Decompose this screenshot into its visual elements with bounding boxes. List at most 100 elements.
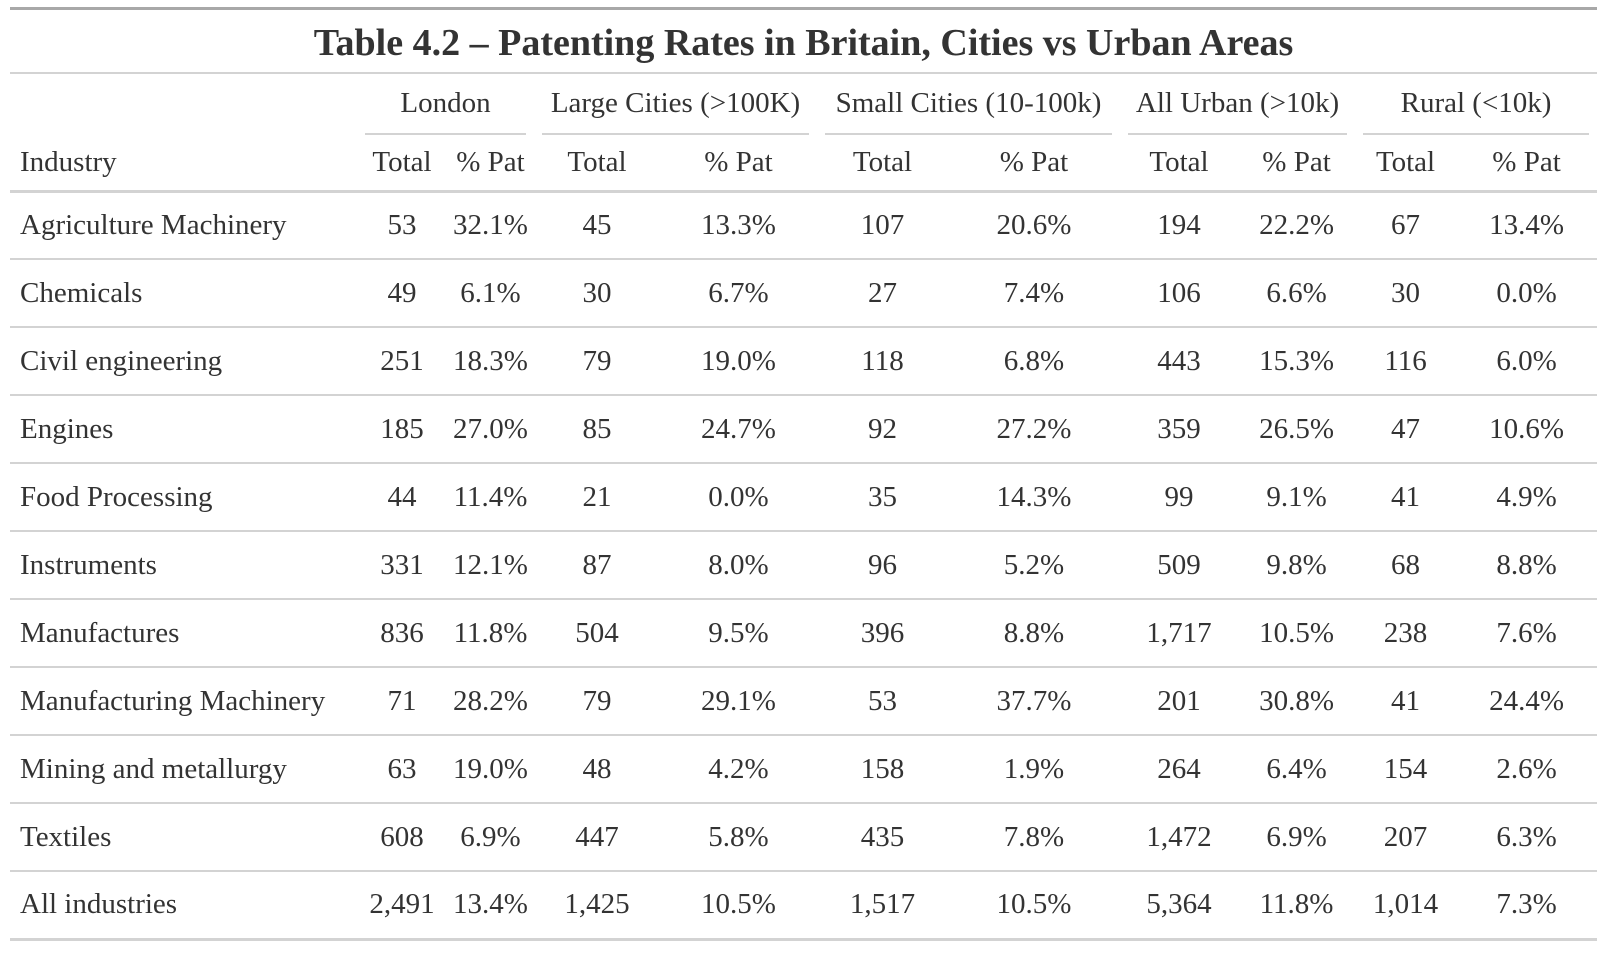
cell-pct-patented: 19.0% [447, 735, 534, 803]
cell-pct-patented: 2.6% [1456, 735, 1597, 803]
table-body: Agriculture Machinery5332.1%4513.3%10720… [10, 191, 1597, 939]
cell-total: 85 [534, 395, 660, 463]
cell-total: 504 [534, 599, 660, 667]
cell-total: 87 [534, 531, 660, 599]
cell-pct-patented: 9.1% [1238, 463, 1355, 531]
column-header-rural-total: Total [1355, 135, 1456, 191]
cell-total: 201 [1120, 667, 1238, 735]
spanner-empty [10, 75, 357, 135]
cell-total: 49 [357, 259, 447, 327]
table-row: Agriculture Machinery5332.1%4513.3%10720… [10, 191, 1597, 259]
spanner-label: Rural (<10k) [1401, 87, 1552, 119]
cell-total: 92 [817, 395, 948, 463]
cell-pct-patented: 11.8% [1238, 871, 1355, 939]
cell-pct-patented: 20.6% [948, 191, 1120, 259]
cell-pct-patented: 4.9% [1456, 463, 1597, 531]
cell-pct-patented: 6.9% [1238, 803, 1355, 871]
cell-pct-patented: 10.5% [660, 871, 817, 939]
cell-total: 30 [534, 259, 660, 327]
cell-total: 1,472 [1120, 803, 1238, 871]
cell-total: 53 [357, 191, 447, 259]
spanner-rule [1363, 133, 1589, 135]
spanner-label: Small Cities (10-100k) [836, 87, 1102, 119]
cell-total: 27 [817, 259, 948, 327]
cell-pct-patented: 32.1% [447, 191, 534, 259]
cell-pct-patented: 6.7% [660, 259, 817, 327]
column-header-london-pct: % Pat [447, 135, 534, 191]
cell-total: 47 [1355, 395, 1456, 463]
cell-total: 238 [1355, 599, 1456, 667]
table-row: Manufactures83611.8%5049.5%3968.8%1,7171… [10, 599, 1597, 667]
cell-pct-patented: 4.2% [660, 735, 817, 803]
cell-pct-patented: 10.6% [1456, 395, 1597, 463]
cell-pct-patented: 24.7% [660, 395, 817, 463]
column-header-small-total: Total [817, 135, 948, 191]
row-label: Mining and metallurgy [10, 735, 357, 803]
cell-total: 96 [817, 531, 948, 599]
cell-total: 5,364 [1120, 871, 1238, 939]
table-row: All industries2,49113.4%1,42510.5%1,5171… [10, 871, 1597, 939]
cell-total: 359 [1120, 395, 1238, 463]
spanner-rule [1128, 133, 1347, 135]
cell-pct-patented: 29.1% [660, 667, 817, 735]
cell-pct-patented: 10.5% [1238, 599, 1355, 667]
cell-total: 41 [1355, 667, 1456, 735]
cell-total: 443 [1120, 327, 1238, 395]
cell-pct-patented: 14.3% [948, 463, 1120, 531]
cell-total: 447 [534, 803, 660, 871]
spanner-rule [542, 133, 809, 135]
cell-pct-patented: 12.1% [447, 531, 534, 599]
cell-total: 1,717 [1120, 599, 1238, 667]
cell-pct-patented: 26.5% [1238, 395, 1355, 463]
spanner-small-cities: Small Cities (10-100k) [817, 75, 1120, 135]
cell-total: 67 [1355, 191, 1456, 259]
top-rule [10, 7, 1597, 10]
spanner-rural: Rural (<10k) [1355, 75, 1597, 135]
row-label: Manufacturing Machinery [10, 667, 357, 735]
cell-total: 118 [817, 327, 948, 395]
cell-total: 45 [534, 191, 660, 259]
cell-total: 63 [357, 735, 447, 803]
cell-pct-patented: 9.8% [1238, 531, 1355, 599]
cell-pct-patented: 28.2% [447, 667, 534, 735]
table-row: Engines18527.0%8524.7%9227.2%35926.5%471… [10, 395, 1597, 463]
cell-pct-patented: 0.0% [1456, 259, 1597, 327]
column-header-rural-pct: % Pat [1456, 135, 1597, 191]
row-label: Food Processing [10, 463, 357, 531]
column-group-row: London Large Cities (>100K) Small Cities… [10, 75, 1597, 135]
cell-total: 79 [534, 667, 660, 735]
table-row: Chemicals496.1%306.7%277.4%1066.6%300.0% [10, 259, 1597, 327]
cell-pct-patented: 8.0% [660, 531, 817, 599]
cell-pct-patented: 7.4% [948, 259, 1120, 327]
cell-total: 154 [1355, 735, 1456, 803]
cell-pct-patented: 24.4% [1456, 667, 1597, 735]
spanner-london: London [357, 75, 534, 135]
table-row: Manufacturing Machinery7128.2%7929.1%533… [10, 667, 1597, 735]
cell-total: 44 [357, 463, 447, 531]
cell-pct-patented: 27.0% [447, 395, 534, 463]
table-row: Mining and metallurgy6319.0%484.2%1581.9… [10, 735, 1597, 803]
cell-total: 99 [1120, 463, 1238, 531]
spanner-label: London [400, 87, 490, 119]
row-label: Chemicals [10, 259, 357, 327]
cell-total: 2,491 [357, 871, 447, 939]
table-row: Textiles6086.9%4475.8%4357.8%1,4726.9%20… [10, 803, 1597, 871]
column-header-london-total: Total [357, 135, 447, 191]
cell-total: 68 [1355, 531, 1456, 599]
cell-total: 158 [817, 735, 948, 803]
spanner-rule [365, 133, 526, 135]
column-header-industry: Industry [10, 135, 357, 191]
cell-pct-patented: 7.6% [1456, 599, 1597, 667]
cell-total: 1,014 [1355, 871, 1456, 939]
cell-pct-patented: 1.9% [948, 735, 1120, 803]
cell-total: 79 [534, 327, 660, 395]
spanner-rule [825, 133, 1112, 135]
cell-total: 53 [817, 667, 948, 735]
column-header-urban-total: Total [1120, 135, 1238, 191]
row-label: Instruments [10, 531, 357, 599]
title-rule [10, 72, 1597, 74]
cell-pct-patented: 5.8% [660, 803, 817, 871]
cell-pct-patented: 6.4% [1238, 735, 1355, 803]
cell-pct-patented: 6.6% [1238, 259, 1355, 327]
